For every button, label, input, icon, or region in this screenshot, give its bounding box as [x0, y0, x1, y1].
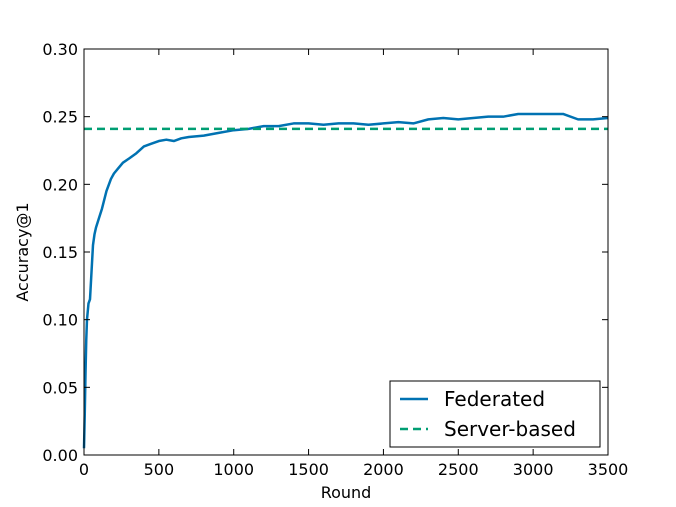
y-tick-label: 0.15: [42, 243, 78, 262]
legend-label-federated: Federated: [444, 387, 545, 411]
x-axis-label: Round: [321, 483, 372, 502]
x-tick-label: 3000: [513, 460, 554, 479]
y-tick-label: 0.30: [42, 40, 78, 59]
y-tick-label: 0.25: [42, 108, 78, 127]
x-tick-label: 1000: [213, 460, 254, 479]
plot-layer: [82, 112, 609, 449]
x-tick-label: 500: [144, 460, 175, 479]
y-tick-label: 0.00: [42, 446, 78, 465]
y-axis-label: Accuracy@1: [13, 202, 32, 301]
legend: Federated Server-based: [389, 380, 601, 448]
y-tick-label: 0.20: [42, 175, 78, 194]
x-tick-label: 3500: [588, 460, 629, 479]
x-tick-label: 2000: [363, 460, 404, 479]
y-tick-label: 0.10: [42, 311, 78, 330]
y-tick-label: 0.05: [42, 378, 78, 397]
series-line-federated: [82, 112, 609, 449]
ticks-layer: 0 500 1000 1500 2000 2500 3000 3500 0.00 0.05 0.10…: [42, 40, 628, 479]
legend-box: [389, 380, 601, 448]
x-tick-label: 0: [79, 460, 89, 479]
x-tick-label: 2500: [438, 460, 479, 479]
x-tick-label: 1500: [288, 460, 329, 479]
legend-label-server-based: Server-based: [444, 417, 576, 441]
